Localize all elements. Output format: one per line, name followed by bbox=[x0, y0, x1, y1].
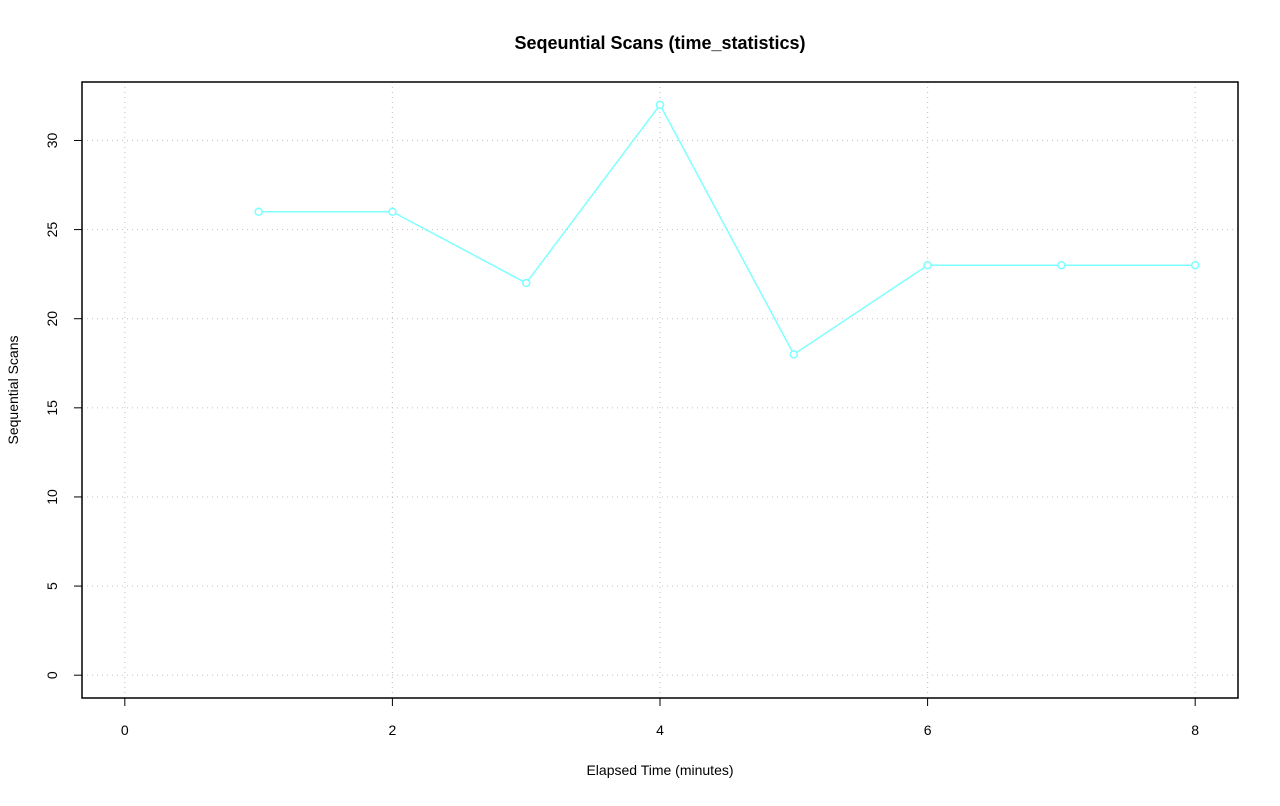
y-tick-label: 15 bbox=[44, 400, 60, 416]
y-tick-label: 0 bbox=[44, 671, 60, 679]
data-point bbox=[521, 278, 531, 288]
y-tick-label: 5 bbox=[44, 582, 60, 590]
data-point bbox=[1057, 260, 1066, 270]
data-point bbox=[388, 207, 397, 217]
x-tick-label: 2 bbox=[389, 722, 397, 738]
data-point bbox=[655, 100, 665, 110]
data-line bbox=[258, 103, 1196, 356]
y-tick-label: 25 bbox=[44, 222, 60, 238]
x-tick-label: 6 bbox=[924, 722, 932, 738]
x-tick-label: 4 bbox=[656, 722, 664, 738]
y-axis-label: Sequential Scans bbox=[5, 336, 21, 445]
y-tick-label: 10 bbox=[44, 489, 60, 505]
x-tick-label: 8 bbox=[1191, 722, 1199, 738]
y-tick-label: 20 bbox=[44, 311, 60, 327]
data-point bbox=[789, 350, 799, 359]
data-point bbox=[254, 207, 263, 217]
x-axis-label: Elapsed Time (minutes) bbox=[586, 762, 733, 778]
x-tick-label: 0 bbox=[121, 722, 129, 738]
plot-frame bbox=[81, 81, 1239, 699]
data-point bbox=[1190, 260, 1200, 270]
y-tick-label: 30 bbox=[44, 132, 60, 148]
chart-title: Seqeuntial Scans (time_statistics) bbox=[514, 33, 805, 53]
data-point bbox=[923, 260, 932, 270]
